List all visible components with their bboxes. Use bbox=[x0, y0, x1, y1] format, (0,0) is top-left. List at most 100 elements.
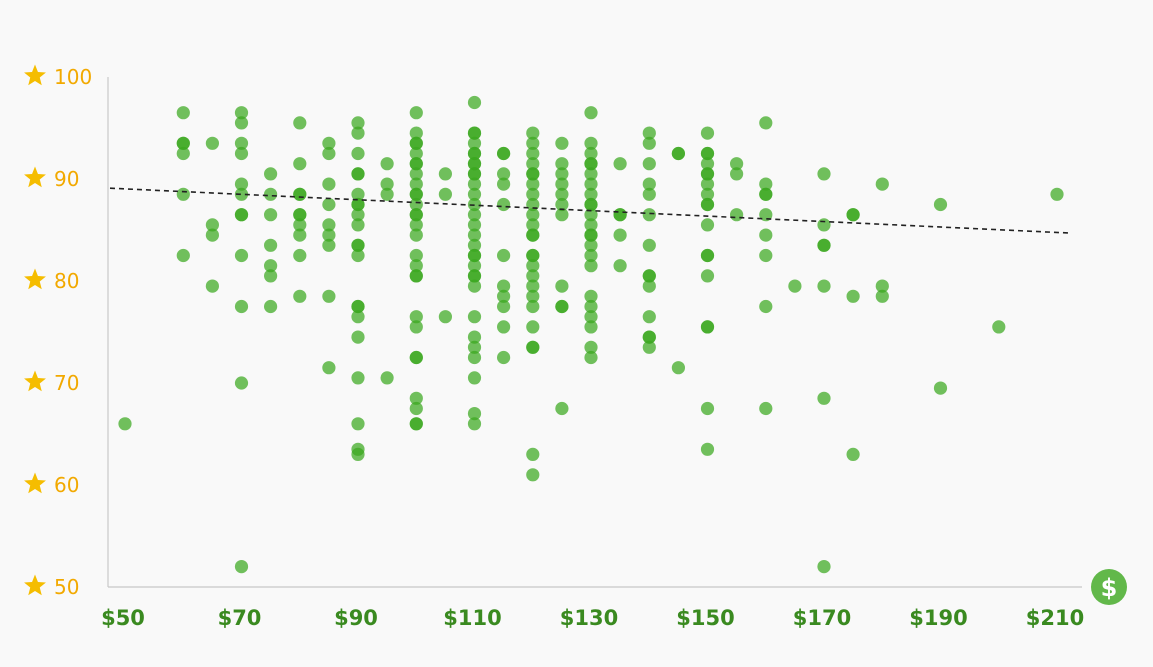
scatter-point bbox=[555, 136, 569, 150]
scatter-point bbox=[234, 146, 249, 161]
x-tick-label: $150 bbox=[676, 606, 734, 630]
scatter-point bbox=[642, 187, 656, 201]
scatter-point bbox=[526, 320, 540, 334]
scatter-point bbox=[759, 228, 773, 242]
scatter-point bbox=[613, 228, 627, 242]
scatter-point bbox=[467, 330, 482, 344]
star-icon bbox=[24, 370, 46, 392]
y-tick-label: 80 bbox=[54, 269, 79, 293]
scatter-point bbox=[730, 208, 744, 222]
scatter-point bbox=[642, 157, 656, 171]
scatter-point bbox=[759, 187, 773, 201]
scatter-point bbox=[322, 361, 336, 375]
scatter-point bbox=[642, 126, 656, 140]
scatter-point bbox=[409, 157, 423, 171]
scatter-point bbox=[293, 289, 307, 303]
scatter-point bbox=[409, 106, 423, 120]
scatter-point bbox=[1050, 187, 1064, 201]
scatter-point bbox=[467, 269, 482, 283]
scatter-point bbox=[467, 350, 482, 365]
scatter-point bbox=[555, 167, 569, 181]
scatter-point bbox=[264, 208, 278, 222]
scatter-point bbox=[584, 259, 598, 273]
x-tick-label: $130 bbox=[560, 606, 618, 630]
scatter-point bbox=[817, 218, 831, 232]
scatter-point bbox=[730, 167, 744, 181]
scatter-point bbox=[351, 187, 365, 201]
scatter-point bbox=[700, 167, 715, 181]
scatter-point bbox=[817, 391, 831, 405]
scatter-point bbox=[351, 447, 365, 461]
scatter-point bbox=[846, 447, 860, 461]
scatter-point bbox=[555, 187, 569, 201]
scatter-point bbox=[555, 279, 569, 293]
scatter-point bbox=[700, 320, 715, 334]
y-tick: 100 bbox=[24, 64, 92, 89]
y-tick: 80 bbox=[24, 268, 79, 293]
scatter-point bbox=[438, 167, 452, 181]
scatter-point bbox=[584, 177, 598, 191]
scatter-point bbox=[467, 371, 482, 385]
scatter-point bbox=[322, 289, 336, 303]
scatter-point bbox=[264, 238, 278, 252]
scatter-point bbox=[526, 157, 540, 171]
scatter-point bbox=[526, 136, 540, 150]
scatter-point bbox=[409, 350, 423, 365]
scatter-point bbox=[526, 126, 540, 140]
scatter-point bbox=[205, 136, 219, 150]
scatter-point bbox=[700, 401, 715, 416]
y-tick-label: 90 bbox=[54, 167, 79, 191]
scatter-point bbox=[642, 340, 656, 354]
scatter-point bbox=[933, 381, 948, 395]
scatter-point bbox=[526, 447, 540, 461]
scatter-point bbox=[467, 259, 482, 273]
scatter-point bbox=[700, 197, 715, 212]
scatter-point bbox=[351, 238, 365, 252]
scatter-point bbox=[467, 95, 482, 110]
scatter-point bbox=[759, 401, 773, 416]
scatter-point bbox=[497, 248, 511, 263]
scatter-point bbox=[875, 289, 889, 303]
x-tick-label: $70 bbox=[218, 606, 262, 630]
scatter-point bbox=[438, 310, 452, 324]
x-tick-label: $90 bbox=[334, 606, 378, 630]
scatter-point bbox=[351, 126, 365, 140]
scatter-point bbox=[700, 442, 715, 456]
scatter-point bbox=[613, 208, 627, 222]
scatter-point bbox=[176, 106, 190, 120]
scatter-point bbox=[526, 340, 540, 354]
scatter-point bbox=[759, 177, 773, 191]
star-icon bbox=[24, 472, 46, 494]
scatter-point bbox=[322, 238, 336, 252]
scatter-point bbox=[642, 177, 656, 191]
scatter-point bbox=[526, 259, 540, 273]
scatter-point bbox=[380, 371, 394, 385]
x-tick-labels: $50 $70 $90 $110 $130 $150 $170 $190 $210 bbox=[101, 606, 1084, 630]
scatter-point bbox=[322, 146, 336, 161]
scatter-point bbox=[467, 340, 482, 354]
scatter-point bbox=[555, 197, 569, 212]
scatter-point bbox=[497, 320, 511, 334]
star-icon bbox=[24, 166, 46, 188]
scatter-point bbox=[293, 228, 307, 242]
scatter-point bbox=[467, 407, 482, 421]
scatter-point bbox=[584, 146, 598, 161]
scatter-point bbox=[351, 310, 365, 324]
scatter-point bbox=[293, 208, 307, 222]
scatter-point bbox=[322, 228, 336, 242]
scatter-point bbox=[584, 248, 598, 263]
scatter-point bbox=[351, 218, 365, 232]
scatter-point bbox=[351, 417, 365, 431]
scatter-point bbox=[176, 248, 190, 263]
data-points bbox=[118, 95, 1064, 574]
scatter-point bbox=[526, 228, 540, 242]
scatter-point bbox=[409, 391, 423, 405]
scatter-point bbox=[817, 560, 831, 574]
x-tick-label: $210 bbox=[1026, 606, 1084, 630]
scatter-point bbox=[351, 116, 365, 130]
y-tick: 60 bbox=[24, 472, 79, 497]
scatter-point bbox=[409, 136, 423, 150]
star-icon bbox=[24, 574, 46, 596]
scatter-point bbox=[322, 177, 336, 191]
